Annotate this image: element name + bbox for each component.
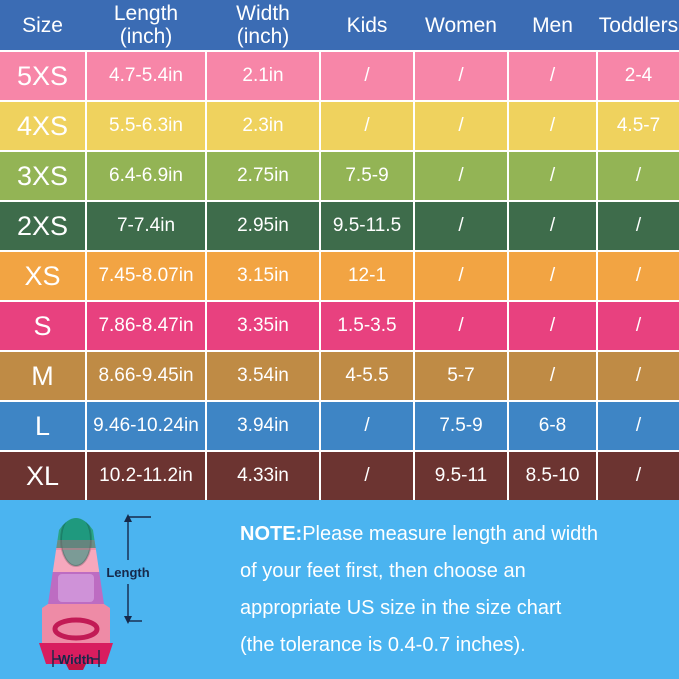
table-cell: 4.33in <box>207 452 319 500</box>
header-toddlers: Toddlers <box>598 0 679 50</box>
table-cell: / <box>415 202 507 250</box>
size-row-label: M <box>0 352 85 400</box>
table-cell: / <box>321 52 413 100</box>
table-cell: / <box>598 202 679 250</box>
table-cell: 6-8 <box>509 402 596 450</box>
table-cell: / <box>415 252 507 300</box>
note-label: NOTE: <box>240 523 303 545</box>
table-cell: / <box>509 302 596 350</box>
table-cell: / <box>598 152 679 200</box>
table-cell: 2.1in <box>207 52 319 100</box>
width-measure-line <box>52 650 100 667</box>
table-cell: 6.4-6.9in <box>87 152 205 200</box>
table-cell: 2.75in <box>207 152 319 200</box>
table-cell: / <box>598 302 679 350</box>
size-row-label: L <box>0 402 85 450</box>
header-men-label: Men <box>532 13 573 37</box>
header-toddlers-label: Toddlers <box>598 13 679 37</box>
table-cell: / <box>321 452 413 500</box>
note-line-3: appropriate US size in the size chart <box>240 597 562 619</box>
table-cell: 5-7 <box>415 352 507 400</box>
size-row-label: XL <box>0 452 85 500</box>
table-cell: / <box>598 402 679 450</box>
table-cell: / <box>321 402 413 450</box>
note-line-1-text: Please measure length and width <box>302 523 598 545</box>
length-arrow-up <box>124 514 132 522</box>
table-cell: 5.5-6.3in <box>87 102 205 150</box>
size-row-label: XS <box>0 252 85 300</box>
header-kids: Kids <box>321 0 413 50</box>
table-cell: 2-4 <box>598 52 679 100</box>
note-text: NOTE:Please measure length and width of … <box>240 516 660 664</box>
table-cell: 9.5-11.5 <box>321 202 413 250</box>
table-cell: 8.5-10 <box>509 452 596 500</box>
fin-illustration: Length Width <box>39 514 151 670</box>
table-cell: 4.5-7 <box>598 102 679 150</box>
table-cell: / <box>415 302 507 350</box>
fin-heel-tab <box>66 664 86 670</box>
size-row-label: 4XS <box>0 102 85 150</box>
note-line-1: NOTE:Please measure length and width <box>240 516 660 553</box>
table-cell: 7-7.4in <box>87 202 205 250</box>
table-cell: 3.54in <box>207 352 319 400</box>
table-cell: / <box>415 152 507 200</box>
table-cell: 2.95in <box>207 202 319 250</box>
header-length-unit: (inch) <box>119 25 173 48</box>
width-label: Width <box>58 652 94 667</box>
table-cell: 12-1 <box>321 252 413 300</box>
foot-pocket-opening <box>52 617 100 641</box>
header-length-label: Length <box>113 2 179 25</box>
header-women-label: Women <box>425 13 497 37</box>
table-cell: 3.35in <box>207 302 319 350</box>
header-women: Women <box>415 0 507 50</box>
header-width-unit: (inch) <box>236 25 290 48</box>
table-cell: / <box>509 152 596 200</box>
table-cell: / <box>415 102 507 150</box>
table-cell: / <box>598 352 679 400</box>
table-body: 5XS 4.7-5.4in 2.1in / //2-4 4XS 5.5-6.3in 2.3in… <box>0 52 679 500</box>
table-cell: 10.2-11.2in <box>87 452 205 500</box>
size-row-label: S <box>0 302 85 350</box>
table-cell: 7.45-8.07in <box>87 252 205 300</box>
note-line-4: (the tolerance is 0.4-0.7 inches). <box>240 634 526 656</box>
size-row-label: 2XS <box>0 202 85 250</box>
header-size-label: Size <box>22 13 63 37</box>
header-size: Size <box>0 0 85 50</box>
table-cell: / <box>415 52 507 100</box>
length-arrow-down <box>124 616 132 624</box>
table-cell: 7.5-9 <box>321 152 413 200</box>
table-cell: / <box>321 102 413 150</box>
table-cell: 1.5-3.5 <box>321 302 413 350</box>
table-cell: / <box>598 252 679 300</box>
table-cell: / <box>509 202 596 250</box>
table-cell: 4-5.5 <box>321 352 413 400</box>
note-line-2: of your feet first, then choose an <box>240 560 526 582</box>
table-cell: 4.7-5.4in <box>87 52 205 100</box>
table-cell: 3.15in <box>207 252 319 300</box>
header-width: Width (inch) <box>207 0 319 50</box>
header-men: Men <box>509 0 596 50</box>
header-width-label: Width <box>236 2 290 25</box>
table-cell: / <box>509 52 596 100</box>
table-cell: 9.5-11 <box>415 452 507 500</box>
table-header-row: Size Length (inch) Width (inch) Kids Wom… <box>0 0 679 50</box>
table-cell: 8.66-9.45in <box>87 352 205 400</box>
length-measure-line <box>127 516 151 622</box>
size-row-label: 5XS <box>0 52 85 100</box>
size-row-label: 3XS <box>0 152 85 200</box>
header-length: Length (inch) <box>87 0 205 50</box>
header-kids-label: Kids <box>346 13 388 37</box>
length-label: Length <box>106 565 149 580</box>
table-cell: 2.3in <box>207 102 319 150</box>
table-cell: 7.86-8.47in <box>87 302 205 350</box>
table-cell: / <box>509 252 596 300</box>
table-cell: 3.94in <box>207 402 319 450</box>
table-cell: 9.46-10.24in <box>87 402 205 450</box>
table-cell: / <box>509 102 596 150</box>
table-cell: / <box>509 352 596 400</box>
table-cell: / <box>598 452 679 500</box>
table-cell: 7.5-9 <box>415 402 507 450</box>
note-section: Length Width NOTE:Please measure length … <box>0 500 679 679</box>
